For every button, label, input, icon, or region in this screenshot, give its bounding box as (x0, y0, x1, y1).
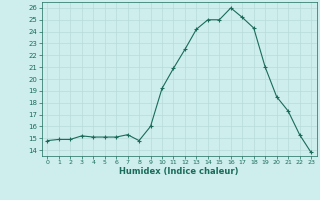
X-axis label: Humidex (Indice chaleur): Humidex (Indice chaleur) (119, 167, 239, 176)
